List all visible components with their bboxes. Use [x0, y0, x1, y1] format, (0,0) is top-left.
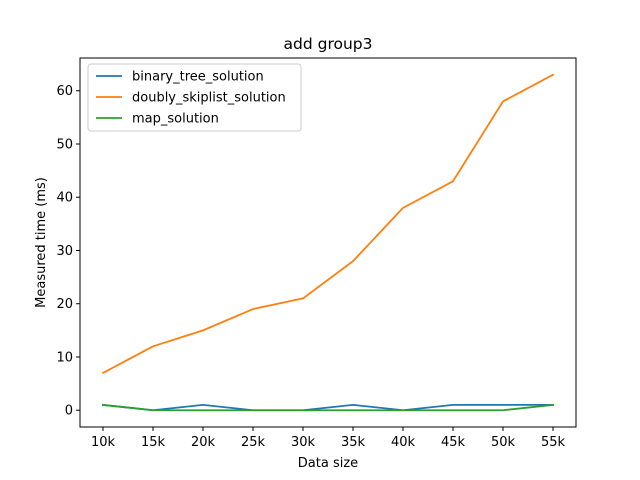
- y-tick-label: 60: [56, 84, 73, 99]
- series-layer: [101, 73, 555, 412]
- x-tick-label: 25k: [241, 435, 266, 450]
- x-tick-label: 10k: [91, 435, 116, 450]
- series-line-binary_tree_solution: [102, 403, 554, 412]
- y-axis: 0 10 20 30 40 50 60: [56, 84, 80, 419]
- y-tick-label: 50: [56, 137, 73, 152]
- x-tick-label: 15k: [141, 435, 166, 450]
- x-tick-label: 30k: [291, 435, 316, 450]
- y-tick-label: 0: [65, 404, 73, 419]
- chart-title: add group3: [284, 35, 373, 53]
- x-axis-label: Data size: [298, 456, 358, 471]
- y-tick-label: 40: [56, 191, 73, 206]
- y-tick-label: 10: [56, 350, 73, 365]
- plot-frame: [79, 57, 577, 428]
- y-axis-label: Measured time (ms): [34, 177, 49, 308]
- x-tick-label: 20k: [191, 435, 216, 450]
- legend-label: map_solution: [132, 112, 219, 127]
- legend-label: binary_tree_solution: [132, 70, 264, 85]
- x-axis: 10k 15k 20k 25k 30k 35k 40k 45k 50k 55k: [91, 427, 566, 450]
- y-tick-label: 30: [56, 244, 73, 259]
- legend-box: [87, 63, 302, 132]
- x-tick-label: 45k: [441, 435, 466, 450]
- legend-label: doubly_skiplist_solution: [132, 91, 286, 106]
- x-tick-label: 35k: [341, 435, 366, 450]
- series-line-doubly_skiplist_solution: [101, 73, 555, 375]
- x-tick-label: 50k: [491, 435, 516, 450]
- legend: binary_tree_solution doubly_skiplist_solu…: [87, 63, 302, 132]
- y-tick-label: 20: [56, 297, 73, 312]
- series-line-map_solution: [102, 403, 554, 412]
- x-tick-label: 55k: [541, 435, 566, 450]
- x-tick-label: 40k: [391, 435, 416, 450]
